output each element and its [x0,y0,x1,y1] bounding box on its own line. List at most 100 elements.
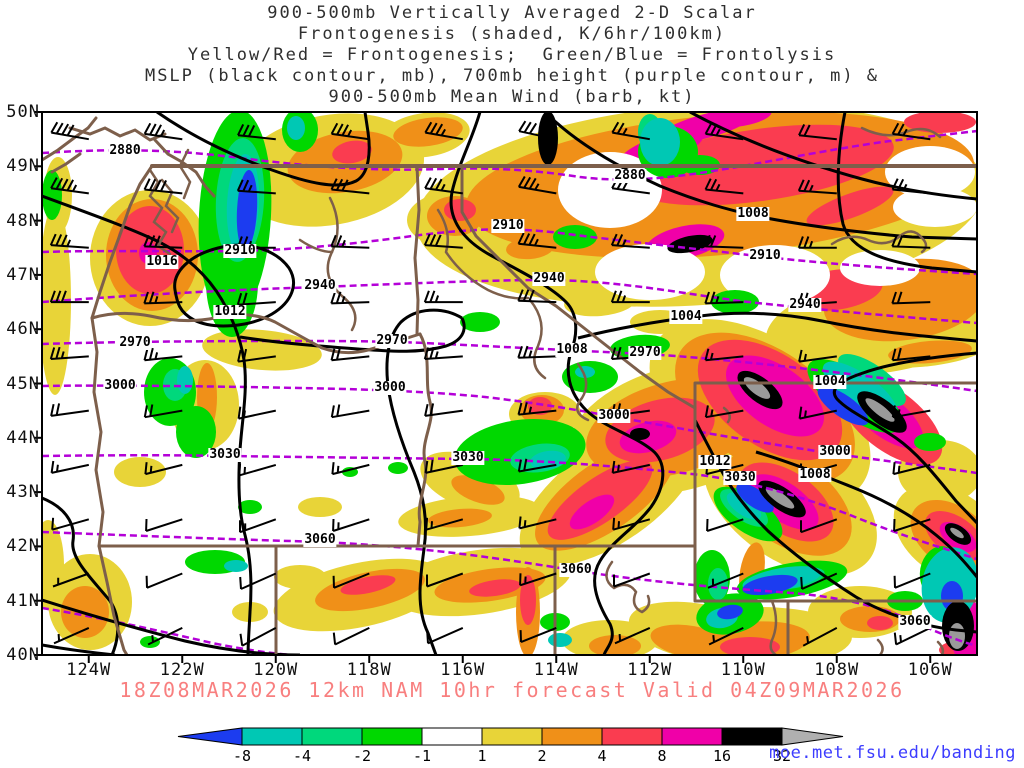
colorbar-tick-label: -4 [293,747,311,765]
wind-barb [52,572,90,588]
mslp-contour-label: 1004 [669,309,703,324]
wind-barb [518,120,557,141]
wind-barb [704,291,744,305]
height-contour-label: 2910 [223,243,257,258]
lon-axis-label: 110W [720,660,766,680]
height-contour-label: 2910 [491,218,525,233]
height-contour-label: 2970 [118,335,152,350]
wind-barb [423,233,463,249]
colorbar-segment [481,727,543,746]
wind-barb [237,406,277,420]
lat-axis-label: 47N [6,264,40,285]
wind-barb [611,121,650,141]
wind-barb [50,403,89,417]
height-contour-label: 2940 [788,297,822,312]
wind-barb [798,349,837,363]
wind-barb [704,234,744,249]
wind-barb [332,627,370,646]
wind-barb [239,627,277,647]
wind-barb [517,176,557,195]
wind-barb [423,290,463,304]
map-title: 900-500mb Vertically Averaged 2-D Scalar… [0,3,1024,108]
wind-barb [891,405,931,419]
wind-barb [424,177,463,195]
wind-barb [236,179,276,195]
lon-axis-label: 116W [440,660,486,680]
height-contour-label: 2880 [613,168,647,183]
lat-axis-label: 45N [6,373,40,394]
colorbar-segment [241,727,303,746]
wind-barb [236,292,276,306]
wind-barb [239,518,277,534]
mslp-contour-label: 1012 [698,454,732,469]
wind-barb [891,291,931,305]
lon-axis-label: 106W [907,660,953,680]
lat-axis-label: 46N [6,319,40,340]
colorbar-tick-label: -1 [413,747,431,765]
height-contour-label: 2970 [628,345,662,360]
wind-barb [237,123,276,141]
wind-barb [517,289,557,304]
wind-barb [614,626,651,645]
colorbar-tick-label: 1 [477,747,486,765]
wind-barb [424,403,463,417]
frontogenesis-shading [42,112,977,655]
wind-barb [332,518,370,532]
wind-barb [707,572,744,589]
lat-axis-label: 44N [6,427,40,448]
wind-barb [891,178,931,195]
wind-barb [611,460,651,474]
wind-barb [143,122,183,141]
wind-barb [143,234,183,249]
lon-axis-label: 112W [627,660,673,680]
lon-axis-label: 122W [159,660,205,680]
colorbar-segment [601,727,663,746]
wind-barb [708,627,744,646]
mslp-contour-label: 1016 [145,254,179,269]
wind-barb [424,121,463,141]
mslp-contour-label: 1012 [213,304,247,319]
wind-barb [519,572,557,587]
height-contour-label: 3000 [103,378,137,393]
wind-barb [330,234,370,249]
title-line-2: Frontogenesis (shaded, K/6hr/100km) [297,24,727,44]
colorbar-segment [361,727,423,746]
colorbar-over-arrow [781,727,844,746]
lon-axis-label: 118W [346,660,392,680]
wind-barb [426,572,464,588]
wind-barb [704,405,744,419]
title-line-3: Yellow/Red = Frontogenesis; Green/Blue =… [187,45,837,65]
wind-barb [143,178,183,195]
wind-barb [892,462,931,476]
lat-axis-label: 50N [6,102,40,122]
wind-barb [49,233,89,249]
wind-barb [239,572,277,590]
wind-barb [143,404,183,419]
height-contour-label: 3030 [451,450,485,465]
wind-barb [893,627,931,646]
state-borders [42,116,977,655]
wind-barb [423,346,463,360]
map-frame [34,111,978,663]
wind-barb [704,122,744,141]
wind-barb [330,178,370,195]
wind-barb [891,347,931,362]
wind-barb [144,462,183,476]
height-contour-label: 3060 [559,562,593,577]
height-contour-label: 3030 [208,447,242,462]
colorbar-under-arrow [177,727,243,746]
wind-barb [331,462,370,476]
forecast-caption: 18Z08MAR2026 12km NAM 10hr forecast Vali… [119,678,905,702]
wind-barb [50,177,89,195]
wind-barb [49,346,89,360]
wind-barb [893,518,931,532]
colorbar: -8 -4 -2 -1 1 2 4 8 16 32 [177,727,844,765]
lat-axis-label: 42N [6,536,40,557]
wind-barb [891,122,931,141]
mslp-contour-label: 1008 [736,206,770,221]
colorbar-segment [421,727,483,746]
title-line-4: MSLP (black contour, mb), 700mb height (… [144,66,880,86]
wind-barb [51,517,90,531]
